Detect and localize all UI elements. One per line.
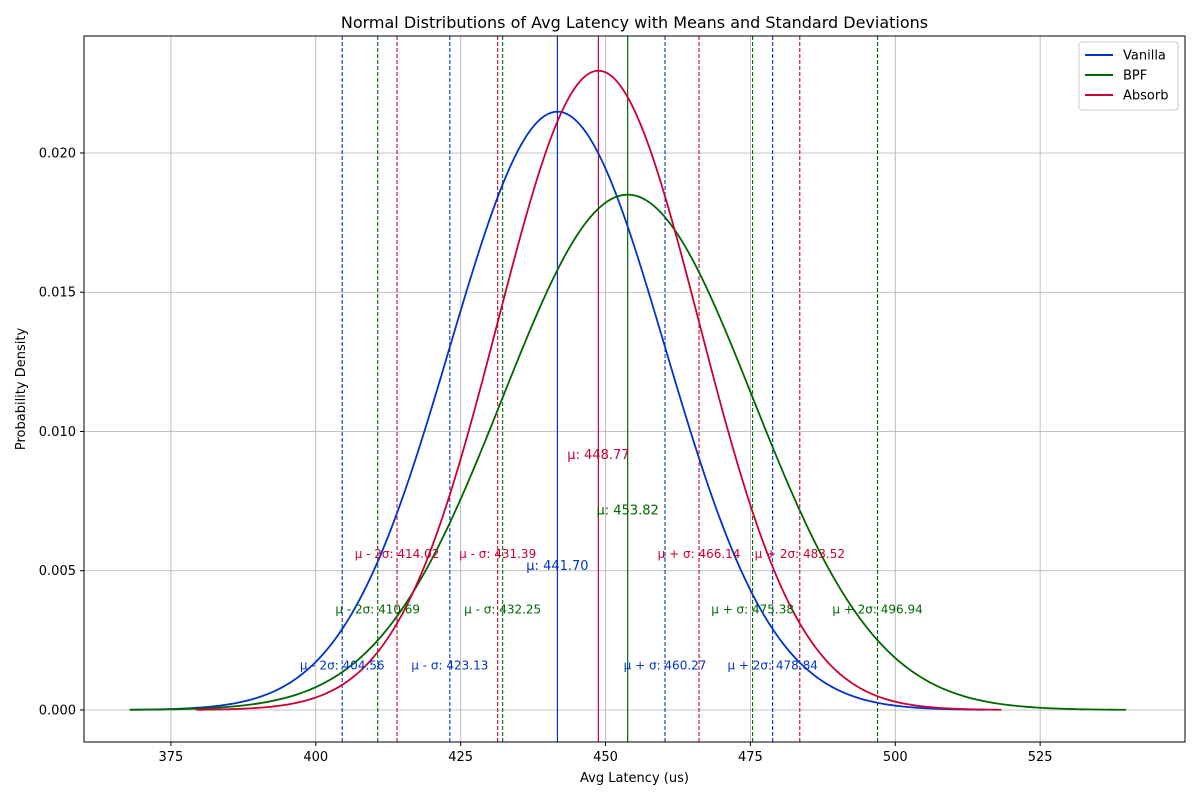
absorb-sigma-label: μ + 2σ: 483.52 (755, 547, 845, 561)
x-axis-label: Avg Latency (us) (580, 771, 689, 786)
legend-label-bpf: BPF (1123, 69, 1147, 84)
grid-layer (84, 36, 1185, 742)
legend-label-absorb: Absorb (1123, 89, 1168, 104)
bpf-sigma-label: μ + 2σ: 496.94 (832, 603, 922, 617)
absorb-sigma-label: μ - σ: 431.39 (459, 547, 536, 561)
y-tick-label: 0.000 (39, 703, 76, 718)
y-tick-label: 0.005 (39, 564, 76, 579)
legend-box (1078, 41, 1179, 111)
bpf-curve (129, 193, 1126, 711)
y-axis-label: Probability Density (14, 328, 29, 451)
x-tick-label: 400 (303, 750, 328, 765)
absorb-sigma-label: μ + σ: 466.14 (658, 547, 741, 561)
legend: Vanilla BPF Absorb (1078, 41, 1179, 111)
annotation-layer: μ - 2σ: 404.56 μ - σ: 423.13 μ + σ: 460.27… (300, 448, 923, 673)
bpf-sigma-label: μ + σ: 475.38 (711, 603, 794, 617)
curve-layer (129, 69, 1126, 711)
vanilla-sigma-label: μ - σ: 423.13 (411, 658, 488, 672)
x-tick-label: 375 (159, 750, 184, 765)
y-tick-label: 0.015 (39, 286, 76, 301)
y-tick-label: 0.010 (39, 425, 76, 440)
x-tick-label: 425 (448, 750, 473, 765)
bpf-mean-label: μ: 453.82 (597, 503, 659, 518)
vanilla-sigma-label: μ + σ: 460.27 (624, 658, 707, 672)
vanilla-sigma-label: μ - 2σ: 404.56 (300, 658, 385, 672)
bpf-sigma-label: μ - 2σ: 410.69 (335, 603, 420, 617)
plot-frame (83, 35, 1186, 743)
x-tick-label: 450 (593, 750, 618, 765)
absorb-sigma-label: μ - 2σ: 414.02 (355, 547, 440, 561)
vanilla-sigma-label: μ + 2σ: 478.84 (727, 658, 817, 672)
vanilla-curve (129, 110, 986, 711)
y-tick-label: 0.020 (39, 146, 76, 161)
absorb-mean-label: μ: 448.77 (567, 448, 629, 463)
x-tick-label: 525 (1028, 750, 1053, 765)
x-tick-label: 475 (738, 750, 763, 765)
vanilla-mean-label: μ: 441.70 (526, 559, 588, 574)
absorb-curve (195, 69, 1002, 711)
chart-title: Normal Distributions of Avg Latency with… (341, 13, 928, 32)
legend-label-vanilla: Vanilla (1123, 49, 1166, 64)
tick-layer: 375 400 425 450 475 500 525 0.000 0.005 0.010 0.01… (39, 146, 1053, 765)
bpf-sigma-label: μ - σ: 432.25 (464, 603, 541, 617)
x-tick-label: 500 (883, 750, 908, 765)
